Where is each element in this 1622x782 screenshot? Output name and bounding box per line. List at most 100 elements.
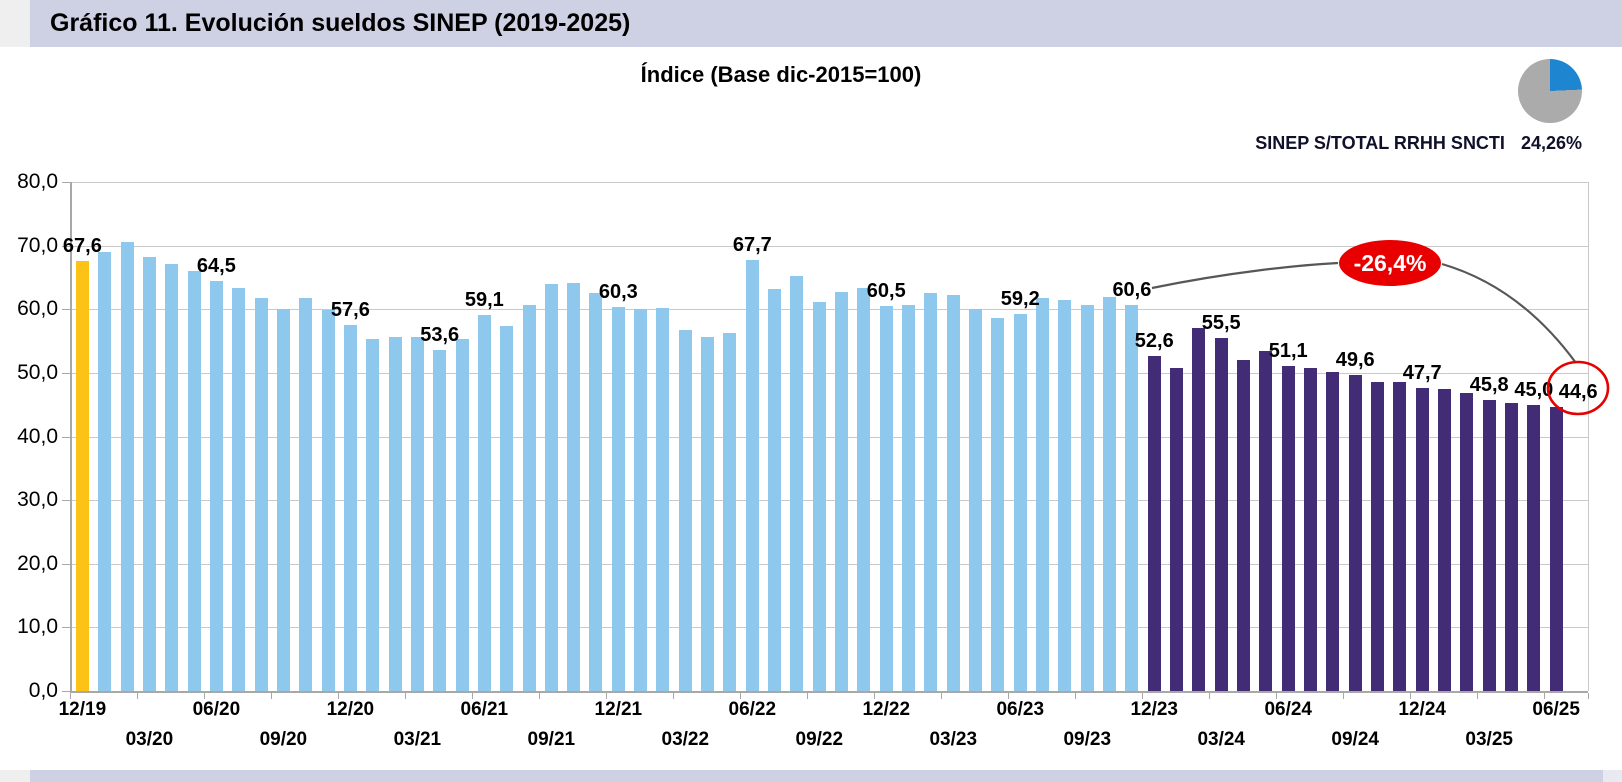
y-axis-label: 60,0 [17, 297, 58, 321]
bar-value-label: 45,0 [1514, 378, 1554, 401]
bar-value-label: 60,3 [598, 281, 638, 304]
pie-caption: SINEP S/TOTAL RRHH SNCTI 24,26% [1255, 133, 1582, 154]
bar [678, 330, 692, 691]
gridline [70, 182, 1588, 183]
x-axis-tick [136, 693, 138, 699]
x-axis-tick [940, 693, 942, 699]
y-axis-label: 0,0 [28, 679, 58, 702]
bar [254, 298, 268, 691]
bar [142, 257, 156, 691]
bar [1505, 403, 1519, 691]
x-axis-tick [672, 693, 674, 699]
bar-value-label: 59,1 [464, 288, 504, 311]
bar [1147, 356, 1161, 691]
bar [1482, 399, 1496, 691]
bar [75, 260, 89, 691]
bar [701, 337, 715, 691]
bar [120, 242, 134, 691]
bar-value-label: 67,6 [62, 234, 102, 257]
bar-value-label: 59,2 [1000, 288, 1040, 311]
x-axis-label: 06/24 [1264, 699, 1312, 720]
page-title: Gráfico 11. Evolución sueldos SINEP (201… [50, 9, 631, 37]
bar [522, 305, 536, 691]
bar [1527, 404, 1541, 691]
x-axis-label: 12/22 [862, 699, 911, 720]
y-axis-tick [62, 500, 70, 502]
bar [343, 324, 357, 691]
bar [1192, 328, 1206, 691]
x-axis-label: 12/23 [1130, 699, 1178, 720]
bar [232, 288, 246, 691]
x-axis-label: 03/20 [125, 729, 174, 750]
x-axis-tick [1074, 693, 1076, 699]
x-axis-tick [538, 693, 540, 699]
bar-value-label: 45,8 [1469, 373, 1509, 396]
x-axis-tick [270, 693, 272, 699]
y-axis-label: 50,0 [17, 360, 58, 384]
bar [768, 288, 782, 691]
bar [1170, 368, 1184, 691]
bar [1393, 382, 1407, 691]
x-axis-tick [203, 693, 205, 699]
bar [567, 283, 581, 691]
footer-right-block [1603, 770, 1622, 782]
x-axis-label: 09/22 [795, 729, 844, 750]
gridline [70, 563, 1588, 565]
y-axis-label: 80,0 [17, 170, 58, 193]
y-axis-tick [62, 182, 70, 183]
x-axis-label: 03/21 [393, 729, 442, 750]
x-axis-tick [1208, 693, 1210, 699]
bar [209, 280, 223, 691]
x-axis-tick [1543, 693, 1545, 699]
bar [477, 314, 491, 691]
bar [1549, 407, 1563, 691]
bar [1103, 296, 1117, 691]
bar [321, 309, 335, 691]
x-axis-label: 06/21 [460, 699, 509, 720]
x-axis-label: 03/25 [1465, 729, 1513, 750]
bar [500, 325, 514, 691]
x-axis-label: 06/22 [728, 699, 777, 720]
bar [455, 338, 469, 691]
x-axis-label: 03/23 [929, 729, 978, 750]
bar-value-label: 64,5 [196, 254, 236, 277]
gridline [70, 309, 1588, 311]
x-axis-label: 12/21 [594, 699, 643, 720]
y-axis-label: 70,0 [17, 233, 58, 257]
bar [299, 297, 313, 691]
y-axis-tick [62, 627, 70, 629]
pie-caption-label: SINEP S/TOTAL RRHH SNCTI [1255, 133, 1505, 153]
bar-value-label: 47,7 [1402, 361, 1442, 384]
bar [433, 349, 447, 691]
y-axis-line [70, 182, 72, 691]
x-axis-label: 03/22 [661, 729, 710, 750]
bar [656, 307, 670, 691]
bar [1348, 375, 1362, 691]
x-axis-label: 03/24 [1197, 729, 1245, 750]
x-axis-tick [806, 693, 808, 699]
x-axis-label: 06/25 [1532, 699, 1580, 720]
bar-value-label: 52,6 [1134, 330, 1174, 353]
bar [969, 309, 983, 691]
bar-value-label: 67,7 [732, 234, 772, 257]
y-axis-label: 30,0 [17, 488, 58, 512]
x-axis-tick [1409, 693, 1411, 699]
bar [1237, 359, 1251, 691]
bar [857, 287, 871, 691]
x-axis-label: 12/20 [326, 699, 375, 720]
x-axis-tick [605, 693, 607, 699]
x-axis-tick [1275, 693, 1277, 699]
gridline [70, 436, 1588, 438]
gridline [70, 245, 1588, 247]
bar [634, 309, 648, 691]
bar [1013, 314, 1027, 691]
x-axis-tick [739, 693, 741, 699]
y-axis-tick [62, 309, 70, 311]
bar-value-label: 51,1 [1268, 339, 1308, 362]
bar [924, 293, 938, 691]
x-axis-tick [873, 693, 875, 699]
bar [745, 260, 759, 691]
plot-right-border [1588, 182, 1589, 691]
footer-corner-block [0, 770, 30, 782]
